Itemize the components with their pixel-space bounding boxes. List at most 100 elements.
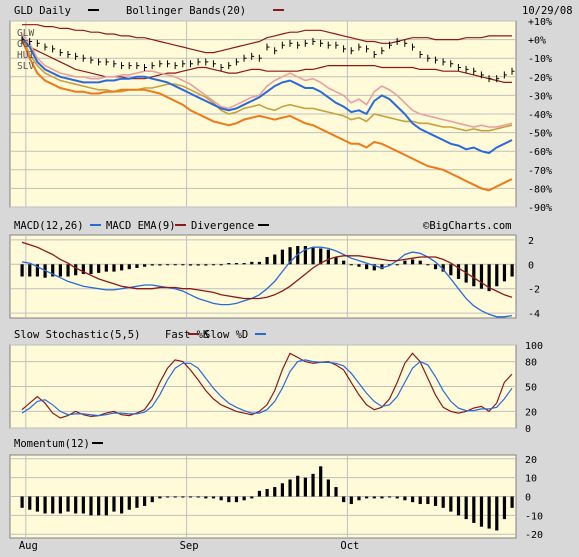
momentum-bar-17 (150, 496, 154, 503)
overlay-label-hui: HUI (17, 50, 34, 61)
macd-ema-label: MACD EMA(9) (106, 220, 176, 232)
divergence-bar-28 (234, 263, 239, 265)
divergence-bar-19 (165, 264, 170, 266)
divergence-bar-38 (311, 247, 315, 265)
macd-label: MACD(12,26) (14, 220, 84, 232)
watermark: ©BigCharts.com (423, 220, 512, 232)
divergence-bar-11 (104, 264, 108, 272)
divergence-bar-46 (372, 264, 376, 271)
momentum-bar-53 (426, 496, 430, 505)
divergence-bar-62 (495, 264, 499, 287)
price-y-tick-8: -70% (528, 166, 552, 177)
grid-layer (10, 20, 516, 538)
momentum-bar-24 (204, 496, 208, 499)
price-y-tick-4: -30% (528, 91, 552, 102)
divergence-bar-56 (449, 264, 453, 276)
divergence-bar-31 (257, 261, 262, 265)
momentum-bar-37 (303, 477, 307, 497)
divergence-bar-45 (365, 264, 369, 270)
divergence-bar-42 (342, 260, 346, 265)
momentum-bar-33 (273, 487, 277, 497)
momentum-bar-14 (127, 496, 131, 510)
overlay-label-glw: GLW (17, 28, 34, 39)
divergence-bar-20 (173, 264, 177, 266)
divergence-bar-40 (326, 249, 330, 265)
divergence-bar-12 (112, 264, 116, 272)
momentum-bar-58 (464, 496, 468, 520)
divergence-bar-14 (127, 264, 131, 270)
divergence-bar-63 (502, 264, 507, 282)
momentum-bar-15 (135, 496, 139, 508)
momentum-bar-1 (28, 496, 32, 510)
fast-k-label: Fast %K (165, 329, 210, 341)
macd-y-tick-2: -2 (528, 285, 540, 296)
momentum-bar-30 (250, 496, 254, 499)
momentum-bar-23 (196, 496, 200, 498)
overlay-label-gg: GG (17, 39, 29, 50)
momentum-bar-44 (357, 496, 361, 501)
slow-d-label: Slow %D (204, 329, 248, 341)
momentum-bar-54 (433, 496, 438, 506)
tick-labels-layer: Aug Sep Oct +10% +0% -10% -20% -30% -40% -50% -60%… (19, 17, 552, 552)
stoch-y-tick-3: 20 (525, 407, 537, 418)
stoch-line-0 (21, 352, 513, 419)
divergence-bar-5 (58, 264, 62, 277)
momentum-bar-22 (188, 496, 193, 498)
divergence-bar-34 (280, 249, 285, 265)
momentum-bar-45 (365, 496, 369, 499)
gld-daily-label: GLD Daily (14, 5, 71, 17)
divergence-bar-44 (357, 264, 361, 267)
momentum-bar-27 (227, 496, 231, 503)
momentum-bar-60 (479, 496, 484, 527)
momentum-bar-9 (89, 496, 93, 516)
momentum-bar-7 (74, 496, 78, 514)
price-y-tick-1: +0% (528, 36, 546, 47)
divergence-bar-64 (510, 264, 514, 277)
momentum-bar-50 (403, 496, 407, 501)
price-y-tick-10: -90% (528, 203, 552, 214)
divergence-bar-16 (143, 264, 147, 267)
divergence-bar-25 (211, 264, 216, 266)
momentum-bar-62 (495, 496, 499, 531)
divergence-bar-39 (319, 248, 323, 265)
macd-panel (9, 234, 517, 319)
divergence-bar-59 (472, 264, 476, 287)
momentum-bar-20 (173, 496, 177, 498)
momentum-bar-21 (181, 496, 185, 498)
macd-y-tick-1: 0 (528, 260, 534, 271)
divergence-bar-60 (479, 264, 484, 289)
momentum-bar-31 (257, 490, 262, 497)
macd-y-tick-0: 2 (528, 236, 534, 247)
divergence-bar-51 (410, 259, 415, 265)
momentum-bar-40 (326, 479, 330, 497)
divergence-bar-57 (456, 264, 461, 279)
stochastic-label: Slow Stochastic(5,5) (14, 329, 140, 341)
price-y-tick-7: -60% (528, 147, 552, 158)
momentum-bar-47 (380, 496, 384, 499)
macd-y-tick-3: -4 (528, 309, 540, 320)
momentum-bar-42 (342, 496, 346, 503)
divergence-bar-23 (196, 264, 200, 266)
divergence-bar-6 (66, 264, 70, 277)
divergence-bar-27 (227, 263, 231, 265)
divergence-bar-0 (20, 264, 24, 277)
divergence-bar-55 (441, 264, 445, 272)
momentum-bar-55 (441, 496, 445, 508)
momentum-bar-0 (20, 496, 24, 508)
divergence-bar-21 (181, 264, 185, 266)
momentum-bar-12 (112, 496, 116, 512)
divergence-bar-49 (395, 264, 399, 266)
momentum-bar-34 (280, 483, 285, 497)
momentum-bar-35 (288, 479, 292, 497)
divergence-bar-9 (89, 264, 93, 275)
price-y-tick-0: +10% (528, 17, 552, 28)
divergence-bar-2 (35, 264, 40, 277)
price-line-glw (21, 35, 513, 132)
divergence-bar-24 (204, 264, 208, 266)
divergence-bar-4 (51, 264, 55, 277)
momentum-bar-61 (487, 496, 491, 529)
stoch-y-tick-2: 50 (525, 383, 537, 394)
momentum-bar-38 (311, 473, 315, 497)
marks-layer (20, 24, 515, 531)
